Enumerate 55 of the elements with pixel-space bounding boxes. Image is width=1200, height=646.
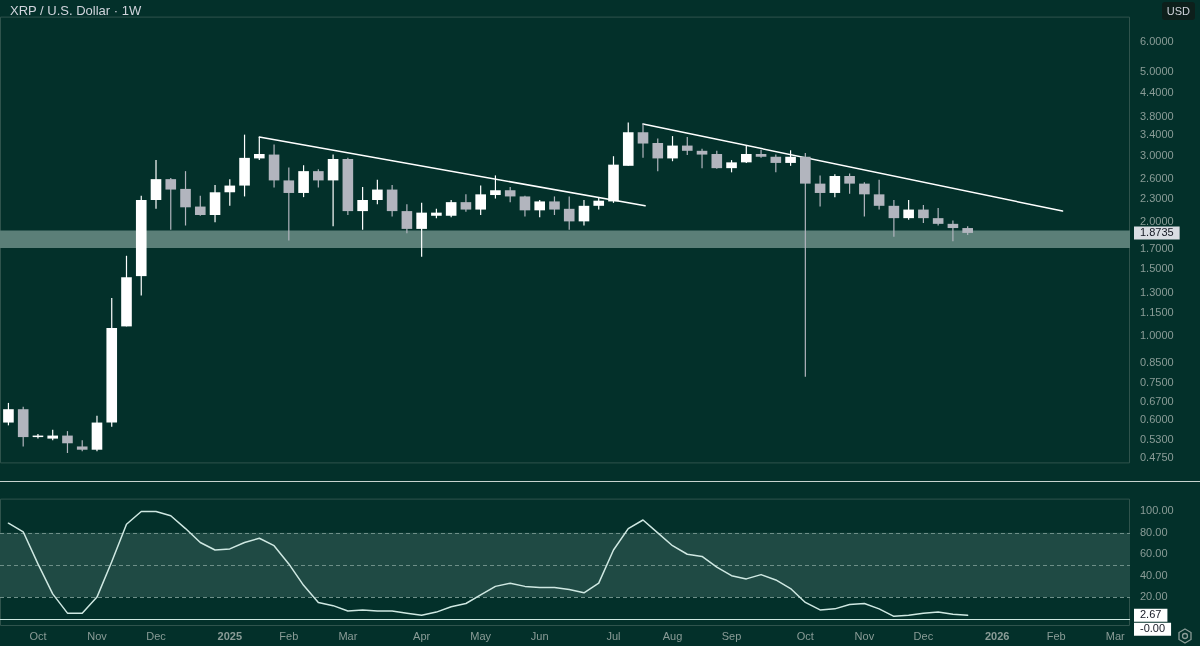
y-tick-label: 0.6700 <box>1140 394 1174 407</box>
x-tick-label: Jul <box>606 629 621 642</box>
x-tick-label: Aug <box>662 629 683 642</box>
x-tick-label: Sep <box>721 629 742 642</box>
candlestick <box>814 175 826 207</box>
candlestick <box>755 149 767 158</box>
x-tick-label: Apr <box>413 629 431 642</box>
y-tick-label: 1.0000 <box>1140 328 1174 341</box>
y-tick-label: 60.00 <box>1140 547 1168 560</box>
chart-title: XRP / U.S. Dollar · 1W <box>10 3 142 18</box>
x-tick-label: Oct <box>796 629 814 642</box>
y-tick-label: 2.0000 <box>1140 215 1174 228</box>
candlestick <box>327 154 339 227</box>
y-tick-label: 2.3000 <box>1140 192 1174 205</box>
y-tick-label: 1.5000 <box>1140 262 1174 275</box>
x-tick-label: 2026 <box>984 629 1010 642</box>
y-tick-label: 0.7500 <box>1140 376 1174 389</box>
x-tick-label: Jun <box>530 629 549 642</box>
y-tick-label: 1.3000 <box>1140 285 1174 298</box>
y-tick-label: 1.1500 <box>1140 306 1174 319</box>
candlestick <box>637 123 649 158</box>
y-tick-label: 3.8000 <box>1140 109 1174 122</box>
y-tick-label: 40.00 <box>1140 568 1168 581</box>
y-tick-label: 3.0000 <box>1140 148 1174 161</box>
x-tick-label: 2025 <box>217 629 243 642</box>
x-tick-label: Feb <box>1046 629 1066 642</box>
y-tick-label: 1.7000 <box>1140 241 1174 254</box>
candlestick <box>460 194 472 212</box>
x-tick-label: Dec <box>913 629 934 642</box>
y-tick-label: 2.6000 <box>1140 172 1174 185</box>
y-tick-label: 80.00 <box>1140 525 1168 538</box>
candlestick <box>150 160 162 209</box>
x-tick-label: Mar <box>338 629 358 642</box>
text: 1.8735 <box>1140 225 1174 238</box>
y-tick-label: 3.4000 <box>1140 128 1174 141</box>
x-tick-label: Dec <box>146 629 167 642</box>
ref-line-label: -0.00 <box>1140 622 1166 635</box>
y-tick-label: 100.00 <box>1140 504 1174 517</box>
x-tick-label: Nov <box>854 629 875 642</box>
x-tick-label: Feb <box>279 629 299 642</box>
x-tick-label: Nov <box>87 629 108 642</box>
x-tick-label: May <box>470 629 492 642</box>
text: USD <box>1161 2 1195 20</box>
y-tick-label: 0.6000 <box>1140 412 1174 425</box>
y-tick-label: 0.5300 <box>1140 433 1174 446</box>
y-tick-label: 4.4000 <box>1140 85 1174 98</box>
y-tick-label: 0.8500 <box>1140 355 1174 368</box>
y-tick-label: 5.0000 <box>1140 64 1174 77</box>
x-tick-label: Mar <box>1105 629 1126 642</box>
x-tick-label: Oct <box>29 629 47 642</box>
y-tick-label: 20.00 <box>1140 590 1168 603</box>
y-tick-label: 6.0000 <box>1140 34 1174 47</box>
text: 2.67 <box>1140 608 1162 621</box>
y-tick-label: 0.4750 <box>1140 451 1174 464</box>
candlestick <box>696 148 708 169</box>
